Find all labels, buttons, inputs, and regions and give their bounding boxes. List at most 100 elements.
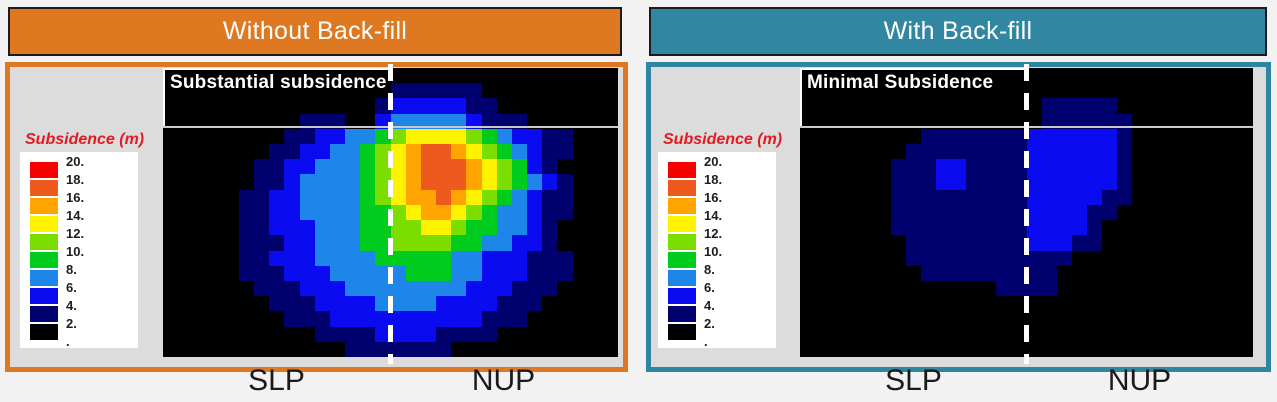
heatmap-cell (875, 204, 891, 221)
heatmap-cell (390, 159, 406, 175)
heatmap-cell (572, 144, 588, 160)
heatmap-cell (496, 83, 512, 99)
heatmap-cell (815, 159, 831, 175)
heatmap-cell (481, 113, 497, 129)
heatmap-cell (1177, 113, 1193, 129)
heatmap-cell (951, 189, 967, 205)
heatmap-cell (238, 235, 254, 251)
heatmap-cell (1177, 174, 1193, 190)
heatmap-cell (481, 296, 497, 312)
heatmap-cell (920, 83, 936, 99)
heatmap-cell (890, 159, 906, 175)
heatmap-cell (951, 68, 967, 84)
heatmap-cell (390, 113, 406, 129)
heatmap-cell (178, 144, 194, 160)
heatmap-cell (329, 311, 345, 327)
heatmap-cell (481, 98, 497, 114)
heatmap-cell (830, 235, 846, 251)
heatmap-cell (390, 98, 406, 114)
heatmap-cell (935, 83, 951, 99)
panel-header-without-backfill: Without Back-fill (8, 7, 622, 56)
heatmap-cell (329, 189, 345, 205)
heatmap-cell (208, 144, 224, 160)
heatmap-cell (299, 250, 315, 266)
heatmap-cell (1071, 265, 1087, 281)
heatmap-cell (436, 265, 452, 281)
heatmap-cell (587, 235, 603, 251)
heatmap-cell (1162, 326, 1178, 342)
heatmap-cell (845, 174, 861, 190)
heatmap-cell (1162, 311, 1178, 327)
heatmap-cell (572, 296, 588, 312)
heatmap-cell (420, 159, 436, 175)
heatmap-cell (375, 220, 391, 236)
heatmap-cell (527, 68, 543, 84)
heatmap-cell (830, 68, 846, 84)
heatmap-cell (178, 326, 194, 342)
heatmap-cell (542, 296, 558, 312)
legend-tick-label: 10. (704, 244, 723, 259)
heatmap-cell (1011, 220, 1027, 236)
heatmap-cell (602, 128, 618, 145)
heatmap-cell (375, 326, 391, 342)
heatmap-cell (436, 189, 452, 205)
heatmap-cell (935, 113, 951, 129)
heatmap-cell (1086, 174, 1102, 190)
heatmap-cell (299, 296, 315, 312)
heatmap-cell (1177, 341, 1193, 357)
heatmap-cell (1102, 144, 1118, 160)
heatmap-cell (466, 235, 482, 251)
heatmap-cell (1071, 113, 1087, 129)
heatmap-cell (436, 144, 452, 160)
heatmap-cell (208, 250, 224, 266)
heatmap-cell (860, 83, 876, 99)
heatmap-cell (602, 235, 618, 251)
heatmap-cell (329, 250, 345, 266)
heatmap-cell (542, 189, 558, 205)
heatmap-cell (223, 174, 239, 190)
heatmap-cell (436, 68, 452, 84)
heatmap-cell (481, 159, 497, 175)
heatmap-cell (1192, 98, 1208, 114)
heatmap-cell (238, 341, 254, 357)
heatmap-cell (1011, 341, 1027, 357)
legend-tick-label: 6. (66, 280, 77, 295)
heatmap-cell (1041, 265, 1057, 281)
heatmap-cell (920, 68, 936, 84)
heatmap-cell (602, 83, 618, 99)
heatmap-cell (299, 83, 315, 99)
heatmap-cell (815, 341, 831, 357)
heatmap-cell (905, 68, 921, 84)
heatmap-cell (299, 144, 315, 160)
heatmap-cell (1102, 68, 1118, 84)
heatmap-cell (860, 204, 876, 221)
heatmap-cell (1026, 265, 1042, 281)
heatmap-cell (269, 250, 285, 266)
heatmap-cell (1041, 341, 1057, 357)
heatmap-cell (1117, 128, 1133, 145)
heatmap-cell (905, 113, 921, 129)
heatmap-cell (830, 174, 846, 190)
heatmap-cell (572, 98, 588, 114)
heatmap-cell (1026, 296, 1042, 312)
legend-swatch (668, 198, 696, 214)
axis-label-nup: NUP (1107, 364, 1172, 397)
heatmap-cell (436, 296, 452, 312)
heatmap-cell (587, 326, 603, 342)
legend-swatch (668, 180, 696, 196)
heatmap-cell (451, 250, 467, 266)
heatmap-cell (815, 189, 831, 205)
heatmap-cell (1056, 128, 1072, 145)
heatmap-cell (1162, 98, 1178, 114)
heatmap-cell (193, 113, 209, 129)
heatmap-cell (1102, 204, 1118, 221)
heatmap-cell (420, 250, 436, 266)
heatmap-cell (1041, 174, 1057, 190)
heatmap-cell (284, 250, 300, 266)
heatmap-cell (299, 341, 315, 357)
heatmap-cell (420, 280, 436, 297)
heatmap-cell (299, 280, 315, 297)
heatmap-cell (178, 265, 194, 281)
heatmap-cell (405, 204, 421, 221)
heatmap-cell (238, 250, 254, 266)
